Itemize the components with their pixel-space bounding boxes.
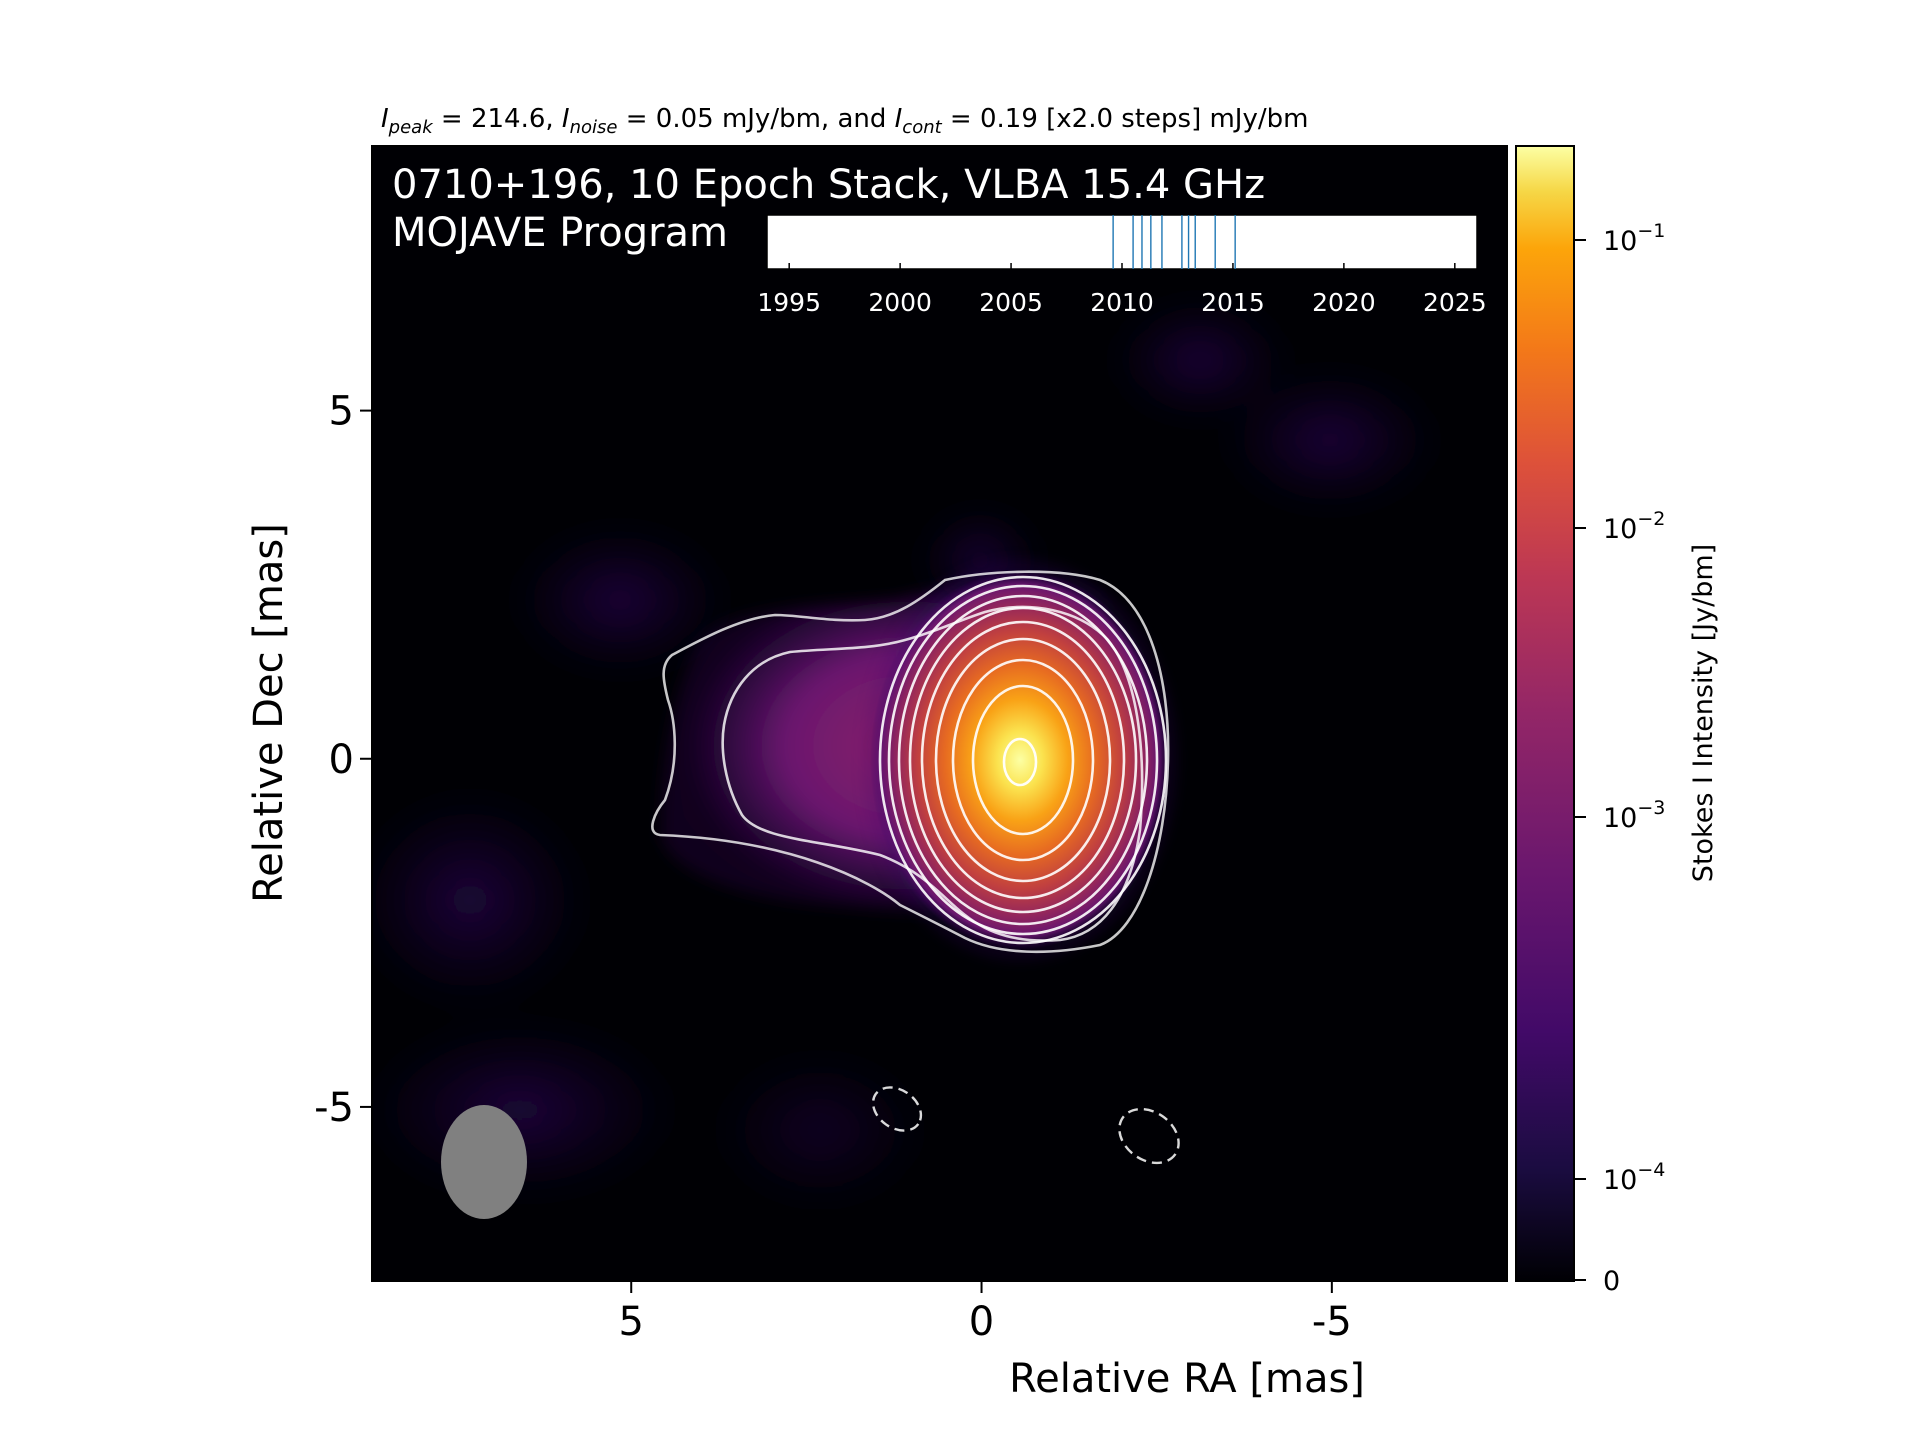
plot-frame bbox=[371, 145, 1508, 1282]
intensity-map: 0710+196, 10 Epoch Stack, VLBA 15.4 GHz … bbox=[371, 145, 1508, 1282]
haze-patch bbox=[1220, 370, 1440, 510]
timeline-box bbox=[766, 214, 1478, 270]
contour-level-4 bbox=[887, 584, 1159, 936]
contours bbox=[651, 570, 1180, 1165]
colorbar-tick-label: 10−3 bbox=[1603, 797, 1665, 834]
map-title: 0710+196, 10 Epoch Stack, VLBA 15.4 GHz bbox=[392, 162, 1265, 208]
cont-subscript: cont bbox=[902, 117, 942, 138]
y-tick-label: -5 bbox=[314, 1085, 354, 1131]
cont-value: = 0.19 [x2.0 steps] mJy/bm bbox=[942, 104, 1309, 134]
haze-patch bbox=[710, 1050, 930, 1210]
contour-level-9 bbox=[951, 658, 1095, 862]
peak-subscript: peak bbox=[388, 117, 435, 138]
contour-level-1 bbox=[651, 570, 1170, 954]
noise-subscript: noise bbox=[570, 117, 618, 138]
contour-level-7 bbox=[920, 620, 1126, 900]
timeline-tick-label: 2020 bbox=[1312, 288, 1376, 317]
contour-level-8 bbox=[934, 637, 1112, 883]
peak-value: = 214.6, bbox=[433, 104, 562, 134]
colorbar-tick-label: 10−4 bbox=[1603, 1159, 1665, 1196]
contour-level-10 bbox=[971, 684, 1075, 836]
contour-level-3 bbox=[878, 575, 1168, 945]
negative-contour bbox=[871, 1086, 923, 1132]
colorbar-frame bbox=[1515, 145, 1575, 1282]
contour-level-5 bbox=[897, 594, 1149, 926]
noise-symbol: I bbox=[562, 104, 570, 134]
colorbar-tick-label: 10−1 bbox=[1603, 220, 1665, 257]
haze-patch bbox=[1110, 300, 1290, 420]
beam-ellipse bbox=[441, 1105, 527, 1219]
timeline-tick-label: 2025 bbox=[1423, 288, 1487, 317]
timeline-tick-label: 2000 bbox=[868, 288, 932, 317]
map-image bbox=[372, 300, 1440, 1210]
y-tick-label: 0 bbox=[329, 737, 354, 783]
core-contours bbox=[878, 575, 1168, 945]
x-axis-label: Relative RA [mas] bbox=[1009, 1356, 1365, 1402]
contour-level-11 bbox=[1002, 737, 1038, 787]
timeline-tick-label: 2010 bbox=[1090, 288, 1154, 317]
colorbar: Stokes I Intensity [Jy/bm] 10−1 10−2 10−3 1… bbox=[1515, 145, 1719, 1297]
timeline-tick-label: 2015 bbox=[1201, 288, 1265, 317]
x-tick-label: 0 bbox=[969, 1299, 994, 1345]
cont-symbol: I bbox=[895, 104, 903, 134]
contour-level-6 bbox=[908, 606, 1138, 914]
colorbar-label: Stokes I Intensity [Jy/bm] bbox=[1688, 544, 1719, 882]
colorbar-tick-label: 10−2 bbox=[1603, 508, 1665, 545]
timeline-tick-label: 2005 bbox=[979, 288, 1043, 317]
y-tick-label: 5 bbox=[329, 389, 354, 435]
axes: Relative RA [mas] Relative Dec [mas] 5 0 -… bbox=[246, 389, 1365, 1402]
colorbar-tick-label: 0 bbox=[1603, 1266, 1620, 1297]
timeline-tick-label: 1995 bbox=[757, 288, 821, 317]
haze-patch bbox=[372, 790, 590, 1010]
peak-symbol: I bbox=[381, 104, 389, 134]
epoch-timeline: 1995 2000 2005 2010 2015 2020 2025 bbox=[757, 214, 1487, 317]
y-axis-label: Relative Dec [mas] bbox=[246, 523, 292, 903]
negative-contours bbox=[871, 1086, 1180, 1165]
haze-patch bbox=[510, 525, 730, 675]
noise-value: = 0.05 mJy/bm, and bbox=[617, 104, 894, 134]
map-subtitle: MOJAVE Program bbox=[392, 210, 728, 256]
colorbar-gradient bbox=[1516, 146, 1574, 1281]
x-tick-label: -5 bbox=[1312, 1299, 1352, 1345]
negative-contour bbox=[1118, 1107, 1180, 1165]
header-text: Ipeak = 214.6, Inoise = 0.05 mJy/bm, and… bbox=[381, 104, 1308, 138]
x-tick-label: 5 bbox=[619, 1299, 644, 1345]
